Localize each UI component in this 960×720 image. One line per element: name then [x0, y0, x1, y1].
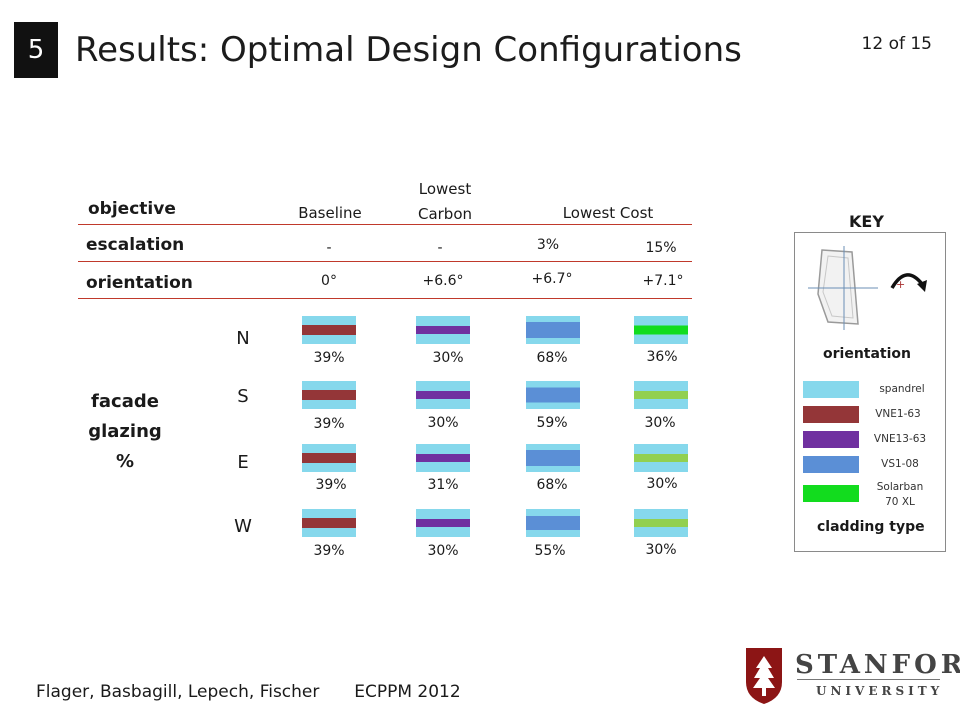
legend-swatch-vne13-63: [803, 431, 859, 448]
glazing-panel-s-carbon: [416, 381, 470, 409]
legend-label-solarban: Solarban 70 XL: [876, 481, 924, 508]
key-title: KEY: [849, 212, 884, 231]
glazing-panel-n-baseline: [302, 316, 356, 344]
glazing-panel-n-carbon: [416, 316, 470, 344]
orientation-lowest-carbon: +6.6°: [422, 273, 464, 289]
glazing-stripe: [526, 387, 580, 403]
section-number-badge: 5: [14, 22, 58, 78]
legend-swatch-solarban: [803, 485, 859, 502]
glazing-stripe: [634, 391, 688, 399]
glazing-pct-s-baseline: 39%: [313, 416, 345, 432]
facade-label-line1: facade: [91, 391, 159, 412]
glazing-pct-e-carbon: 31%: [427, 477, 459, 493]
footer-conference: ECPPM 2012: [354, 682, 461, 702]
glazing-panel-e-baseline: [302, 444, 356, 472]
orientation-plus-sign: +: [896, 278, 906, 291]
glazing-stripe: [526, 322, 580, 338]
legend-swatch-vs1-08: [803, 456, 859, 473]
header-lowest-cost: Lowest Cost: [562, 204, 654, 222]
header-lowest-carbon-line2: Carbon: [417, 205, 473, 223]
legend-label-vne1-63: VNE1-63: [875, 408, 921, 420]
glazing-panel-s-cost-b: [634, 381, 688, 409]
stanford-tree-logo: [746, 648, 782, 704]
logo-university-text: UNIVERSITY: [816, 684, 944, 698]
glazing-pct-w-cost-a: 55%: [534, 543, 566, 559]
glazing-pct-s-cost-a: 59%: [536, 415, 568, 431]
glazing-pct-s-cost-b: 30%: [644, 415, 676, 431]
key-orientation-label: orientation: [823, 346, 911, 362]
direction-w: W: [234, 516, 252, 537]
glazing-pct-w-carbon: 30%: [427, 543, 459, 559]
orientation-baseline: 0°: [321, 273, 337, 289]
glazing-stripe: [302, 518, 356, 528]
glazing-pct-e-cost-a: 68%: [536, 477, 568, 493]
glazing-stripe: [302, 325, 356, 335]
escalation-baseline: -: [326, 240, 332, 256]
facade-label-line3: %: [115, 451, 135, 472]
glazing-panel-w-carbon: [416, 509, 470, 537]
escalation-label: escalation: [86, 235, 185, 255]
header-lowest-carbon-line1: Lowest: [418, 180, 472, 198]
objective-rule: [78, 224, 692, 225]
facade-label-line2: glazing: [88, 421, 162, 442]
glazing-panel-e-cost-a: [526, 444, 580, 472]
glazing-pct-e-cost-b: 30%: [646, 476, 678, 492]
legend-label-spandrel: spandrel: [879, 383, 925, 395]
glazing-stripe: [634, 325, 688, 335]
legend-swatch-vne1-63: [803, 406, 859, 423]
glazing-panel-e-cost-b: [634, 444, 688, 472]
glazing-pct-s-carbon: 30%: [427, 415, 459, 431]
glazing-panel-w-cost-b: [634, 509, 688, 537]
glazing-panel-w-cost-a: [526, 509, 580, 537]
glazing-stripe: [634, 519, 688, 527]
glazing-panel-n-cost-b: [634, 316, 688, 344]
footer-citation: Flager, Basbagill, Lepech, Fischer ECPPM…: [36, 682, 461, 702]
glazing-panel-w-baseline: [302, 509, 356, 537]
legend-label-vne13-63: VNE13-63: [873, 433, 927, 445]
glazing-stripe: [302, 453, 356, 463]
direction-n: N: [236, 328, 250, 349]
glazing-panel-e-carbon: [416, 444, 470, 472]
glazing-pct-n-carbon: 30%: [432, 350, 464, 366]
glazing-pct-e-baseline: 39%: [315, 477, 347, 493]
legend-label-vs1-08: VS1-08: [881, 458, 919, 470]
footer-authors: Flager, Basbagill, Lepech, Fischer: [36, 682, 320, 702]
glazing-stripe: [416, 391, 470, 399]
orientation-label: orientation: [86, 273, 193, 293]
escalation-lowest-cost-b: 15%: [645, 240, 677, 256]
direction-s: S: [237, 386, 249, 407]
glazing-stripe: [416, 326, 470, 334]
header-baseline: Baseline: [298, 204, 362, 222]
page-number: 12 of 15: [861, 34, 932, 54]
glazing-panel-s-cost-a: [526, 381, 580, 409]
glazing-pct-w-cost-b: 30%: [645, 542, 677, 558]
objective-label: objective: [88, 199, 176, 219]
glazing-stripe: [526, 450, 580, 466]
glazing-stripe: [302, 390, 356, 400]
glazing-panel-s-baseline: [302, 381, 356, 409]
glazing-pct-w-baseline: 39%: [313, 543, 345, 559]
glazing-pct-n-baseline: 39%: [313, 350, 345, 366]
escalation-rule: [78, 261, 692, 262]
glazing-pct-n-cost-a: 68%: [536, 350, 568, 366]
escalation-lowest-carbon: -: [437, 240, 443, 256]
facade-glazing-label: facade glazing %: [80, 387, 170, 477]
building-orientation-icon: [808, 246, 927, 330]
glazing-pct-n-cost-b: 36%: [646, 349, 678, 365]
logo-stanford-text: STANFORD: [795, 650, 960, 680]
logo-divider: [797, 679, 940, 680]
glazing-stripe: [526, 516, 580, 530]
glazing-panel-n-cost-a: [526, 316, 580, 344]
direction-e: E: [237, 452, 249, 473]
orientation-lowest-cost-b: +7.1°: [642, 273, 684, 289]
escalation-lowest-cost-a: 3%: [536, 237, 560, 253]
orientation-rule: [78, 298, 692, 299]
slide-title: Results: Optimal Design Configurations: [75, 30, 742, 70]
orientation-lowest-cost-a: +6.7°: [531, 271, 573, 287]
glazing-stripe: [416, 454, 470, 462]
glazing-stripe: [416, 519, 470, 527]
legend-swatch-spandrel: [803, 381, 859, 398]
glazing-stripe: [634, 454, 688, 462]
key-cladding-type-label: cladding type: [817, 519, 925, 535]
